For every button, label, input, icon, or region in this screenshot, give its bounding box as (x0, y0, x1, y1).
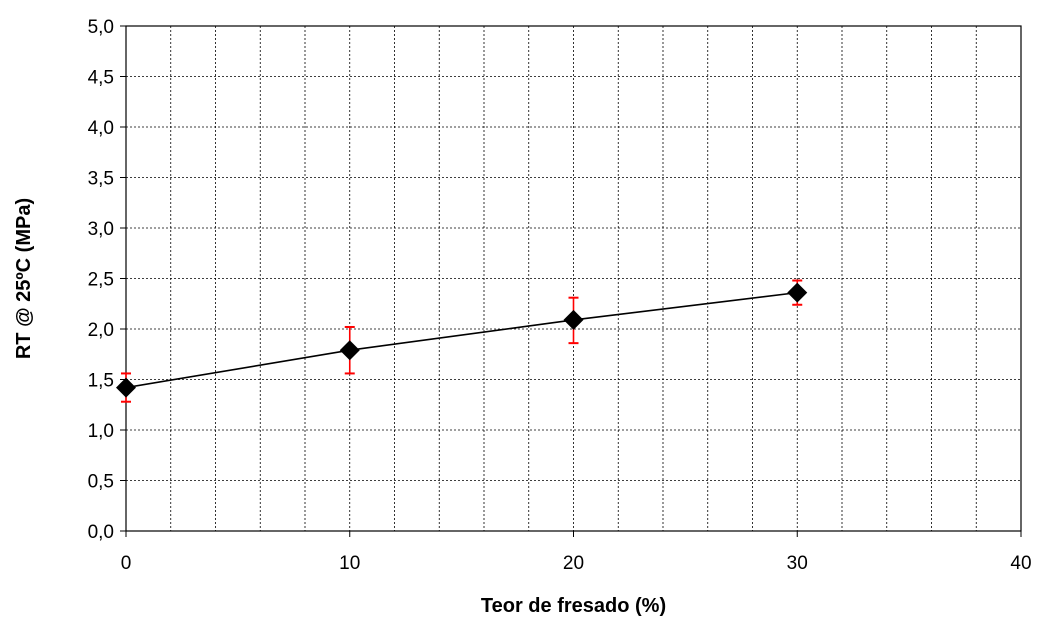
x-tick-label: 30 (787, 553, 808, 574)
y-tick-label: 0,0 (88, 522, 114, 543)
y-tick-label: 4,5 (88, 68, 114, 89)
y-tick-label: 1,0 (88, 421, 114, 442)
series-line (125, 291, 798, 389)
axis-ticks: 0,0 0,5 1,0 1,5 2,0 2,5 3,0 3,5 4,0 4,5 5,0 0 10 20 30… (88, 17, 1032, 574)
grid-lines (126, 26, 1021, 531)
y-tick-label: 3,0 (88, 219, 114, 240)
y-tick-label: 3,5 (88, 169, 114, 190)
x-tick-label: 10 (339, 553, 360, 574)
data-point-diamond (563, 309, 584, 330)
data-point-diamond (787, 282, 808, 303)
x-tick-label: 0 (121, 553, 132, 574)
y-tick-label: 5,0 (88, 17, 114, 38)
y-axis-title: RT @ 25ºC (MPa) (13, 198, 35, 359)
x-tick-label: 20 (563, 553, 584, 574)
data-point-diamond (339, 340, 360, 361)
y-tick-label: 4,0 (88, 118, 114, 139)
x-tick-label: 40 (1010, 553, 1031, 574)
data-series (116, 279, 808, 403)
data-point-diamond (116, 377, 136, 398)
y-tick-label: 0,5 (88, 472, 114, 493)
x-axis-title: Teor de fresado (%) (481, 595, 666, 617)
y-tick-label: 1,5 (88, 371, 114, 392)
y-tick-label: 2,0 (88, 320, 114, 341)
y-tick-label: 2,5 (88, 270, 114, 291)
